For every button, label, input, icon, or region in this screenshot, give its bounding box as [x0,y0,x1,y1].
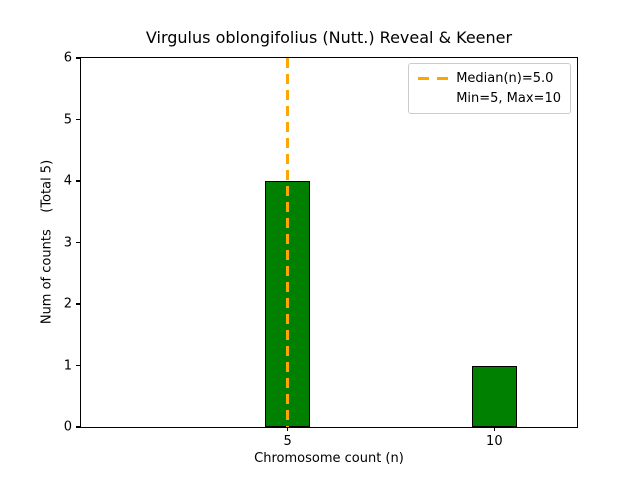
y-tick-label-0: 0 [63,419,72,435]
y-tick-mark-6 [76,57,80,59]
legend-label-median: Median(n)=5.0 [456,71,554,86]
legend: Median(n)=5.0 Min=5, Max=10 [408,63,571,114]
y-tick-mark-3 [76,241,80,244]
x-tick-mark-5 [286,427,289,431]
legend-label-minmax: Min=5, Max=10 [456,91,561,106]
x-tick-label-5: 5 [283,434,292,449]
legend-entry-minmax: Min=5, Max=10 [418,90,561,107]
y-tick-label-6: 6 [63,50,72,66]
plot-area: 0 1 2 3 4 5 6 5 10 Median(n)=5.0 Min=5, Max=10 [64,51,578,449]
y-tick-label-2: 2 [63,296,72,312]
y-tick-label-3: 3 [63,235,72,250]
bar-n10 [471,365,518,427]
x-tick-label-10: 10 [486,434,503,449]
y-tick-mark-4 [76,180,80,182]
legend-handle-empty [418,97,448,100]
y-tick-label-4: 4 [63,173,72,189]
y-tick-mark-1 [76,364,80,367]
y-axis-label: Num of counts (Total 5) [39,159,55,325]
chart-title: Virgulus oblongifolius (Nutt.) Reveal & … [145,28,513,47]
x-axis-label: Chromosome count (n) [254,451,404,466]
y-tick-mark-0 [76,426,80,428]
y-tick-mark-5 [76,118,80,121]
y-tick-label-1: 1 [63,358,72,373]
legend-entry-median: Median(n)=5.0 [418,70,561,87]
y-tick-mark-2 [76,303,80,305]
x-tick-mark-10 [493,427,496,431]
median-line [286,58,290,427]
median-dashed-line-icon [418,77,449,80]
y-tick-label-5: 5 [63,112,72,127]
